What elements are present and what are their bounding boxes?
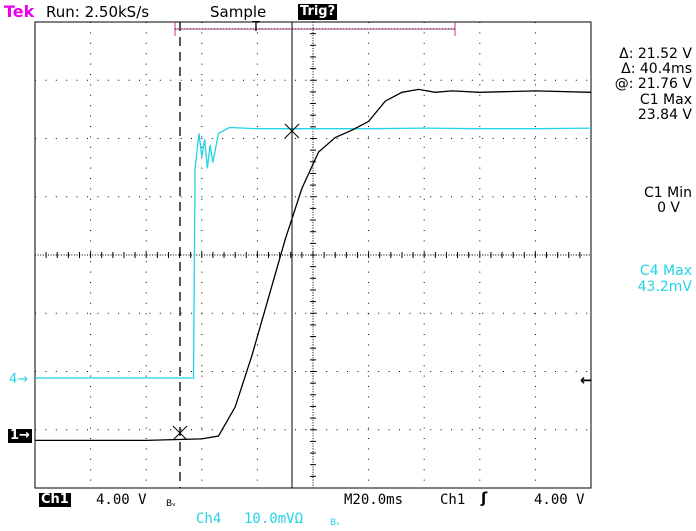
ch1-scale: 4.00 V: [96, 492, 147, 508]
acquire-mode: Sample: [210, 3, 267, 21]
c4-max-value: 43.2mV: [637, 279, 692, 295]
c1-min-value: 0 V: [657, 200, 680, 216]
c1-min-label: C1 Min: [644, 185, 692, 201]
ch4-ground-marker: 4→: [9, 372, 29, 387]
ch1-label: Ch1: [39, 492, 71, 507]
cursor-at-v: @: 21.76 V: [614, 76, 692, 92]
ch1-bandwidth-icon: Bᵥ: [166, 499, 176, 509]
run-status: Run: 2.50kS/s: [46, 3, 150, 21]
ch4-label: Ch4: [196, 511, 222, 527]
cursor-2-marker: [284, 123, 300, 139]
ch1-trace: [35, 88, 592, 442]
c1-max-value: 23.84 V: [637, 107, 692, 123]
trigger-level-arrow: ←: [580, 371, 593, 389]
trigger-source: Ch1: [440, 492, 466, 508]
graticule: [34, 21, 592, 489]
timebase: M20.0ms: [344, 492, 404, 508]
cursor-1-marker: [172, 425, 188, 441]
c4-max-label: C4 Max: [639, 263, 692, 279]
trigger-slope-icon: ʃ: [481, 489, 488, 507]
ch1-ground-marker: 1→: [8, 428, 32, 443]
cursor-delta-t: Δ: 40.4ms: [621, 61, 692, 77]
ch4-bandwidth-icon: Bᵥ: [330, 518, 340, 528]
brand-label: Tek: [4, 2, 35, 21]
trigger-position-marker: T: [252, 20, 260, 35]
cursor-delta-v: Δ: 21.52 V: [619, 46, 692, 62]
traces: [35, 88, 592, 442]
trigger-state-badge: Trig?: [298, 4, 338, 20]
trigger-level: 4.00 V: [534, 492, 585, 508]
ch4-scale: 10.0mVΩ: [244, 511, 304, 527]
ch4-trace: [35, 126, 592, 379]
c1-max-label: C1 Max: [639, 92, 692, 108]
cursors: [172, 22, 456, 488]
